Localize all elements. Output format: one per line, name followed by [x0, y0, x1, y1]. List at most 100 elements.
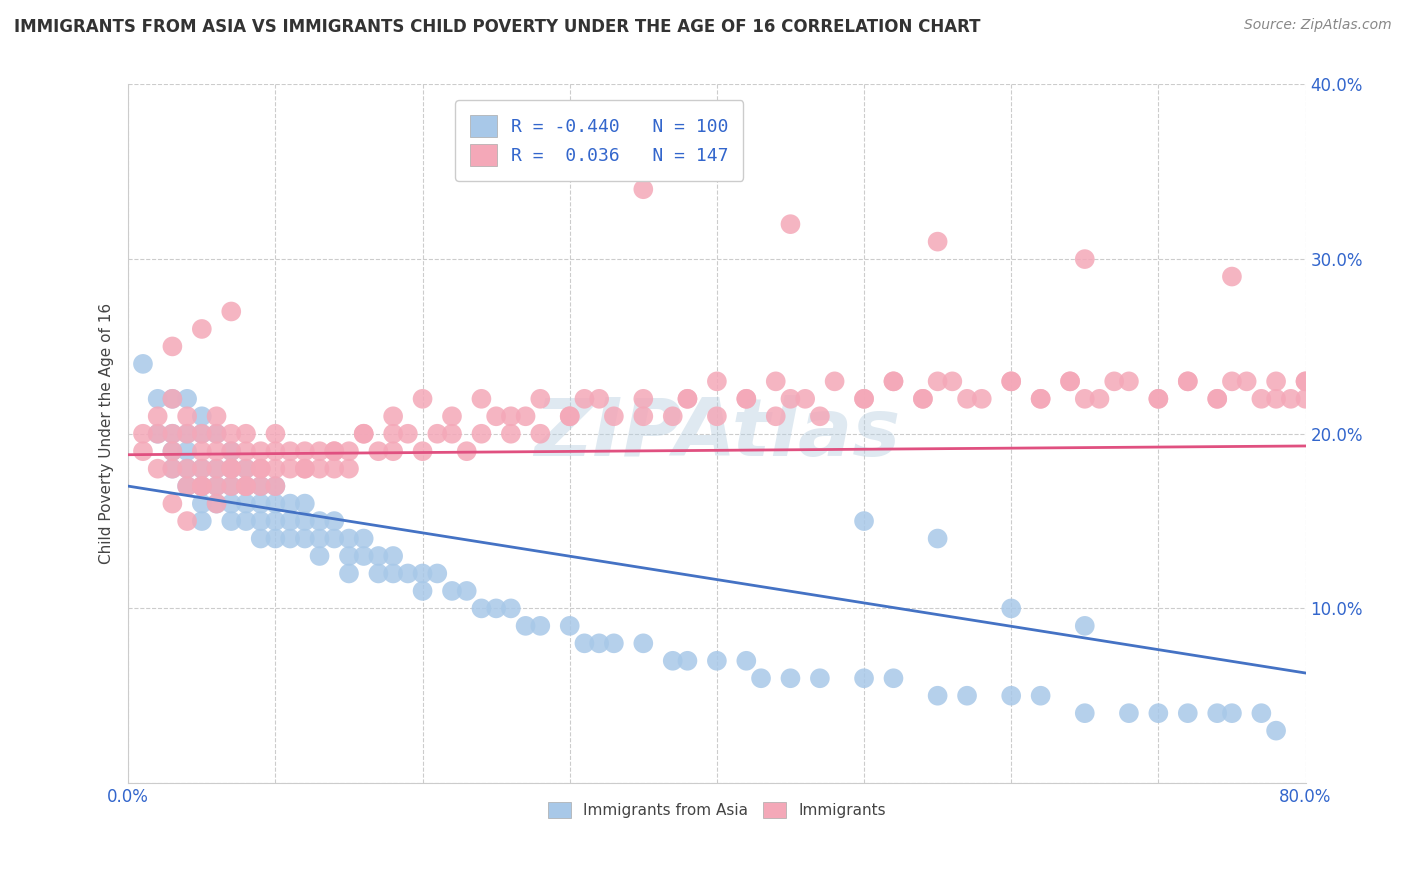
Point [132, 357, 155, 371]
Point [574, 392, 596, 406]
Point [633, 409, 655, 424]
Point [249, 444, 271, 458]
Point [1265, 723, 1288, 738]
Point [176, 514, 198, 528]
Point [765, 375, 787, 389]
Point [1074, 706, 1097, 721]
Point [353, 426, 375, 441]
Point [249, 514, 271, 528]
Point [323, 444, 346, 458]
Point [412, 566, 434, 581]
Point [853, 514, 876, 528]
Point [706, 654, 728, 668]
Point [412, 583, 434, 598]
Point [264, 461, 287, 475]
Point [1220, 375, 1243, 389]
Point [162, 339, 184, 353]
Point [162, 497, 184, 511]
Point [308, 461, 330, 475]
Point [853, 671, 876, 685]
Point [132, 426, 155, 441]
Point [412, 392, 434, 406]
Point [235, 479, 257, 493]
Point [529, 392, 551, 406]
Point [603, 409, 626, 424]
Text: ZIPAtlas: ZIPAtlas [534, 395, 900, 473]
Point [1265, 392, 1288, 406]
Point [794, 392, 817, 406]
Point [308, 532, 330, 546]
Point [249, 497, 271, 511]
Point [337, 549, 360, 563]
Point [1029, 392, 1052, 406]
Point [1177, 706, 1199, 721]
Point [308, 444, 330, 458]
Point [927, 375, 949, 389]
Point [205, 461, 228, 475]
Point [1059, 375, 1081, 389]
Point [1220, 269, 1243, 284]
Point [278, 444, 301, 458]
Point [219, 461, 242, 475]
Point [456, 583, 478, 598]
Point [1000, 375, 1022, 389]
Point [485, 601, 508, 615]
Point [941, 375, 963, 389]
Point [294, 444, 316, 458]
Point [927, 689, 949, 703]
Point [485, 409, 508, 424]
Point [529, 426, 551, 441]
Point [176, 461, 198, 475]
Point [162, 426, 184, 441]
Point [440, 426, 463, 441]
Point [382, 426, 405, 441]
Point [278, 514, 301, 528]
Point [1000, 601, 1022, 615]
Point [235, 497, 257, 511]
Point [1206, 392, 1229, 406]
Point [1295, 375, 1317, 389]
Point [661, 409, 683, 424]
Point [882, 375, 904, 389]
Point [956, 392, 979, 406]
Point [808, 671, 831, 685]
Point [735, 392, 758, 406]
Point [278, 532, 301, 546]
Point [853, 392, 876, 406]
Point [323, 461, 346, 475]
Point [353, 549, 375, 563]
Point [499, 409, 522, 424]
Point [337, 444, 360, 458]
Point [264, 514, 287, 528]
Point [205, 461, 228, 475]
Point [440, 583, 463, 598]
Point [191, 479, 214, 493]
Point [1059, 375, 1081, 389]
Point [191, 461, 214, 475]
Point [191, 497, 214, 511]
Point [970, 392, 993, 406]
Point [1147, 392, 1170, 406]
Point [249, 532, 271, 546]
Point [779, 392, 801, 406]
Point [588, 636, 610, 650]
Point [367, 566, 389, 581]
Point [735, 392, 758, 406]
Point [499, 426, 522, 441]
Point [219, 426, 242, 441]
Point [337, 532, 360, 546]
Point [911, 392, 934, 406]
Point [235, 444, 257, 458]
Point [382, 549, 405, 563]
Point [146, 426, 169, 441]
Point [1074, 252, 1097, 266]
Point [1206, 706, 1229, 721]
Point [191, 514, 214, 528]
Point [264, 479, 287, 493]
Point [1000, 375, 1022, 389]
Point [706, 375, 728, 389]
Point [249, 461, 271, 475]
Point [219, 304, 242, 318]
Point [353, 426, 375, 441]
Point [191, 409, 214, 424]
